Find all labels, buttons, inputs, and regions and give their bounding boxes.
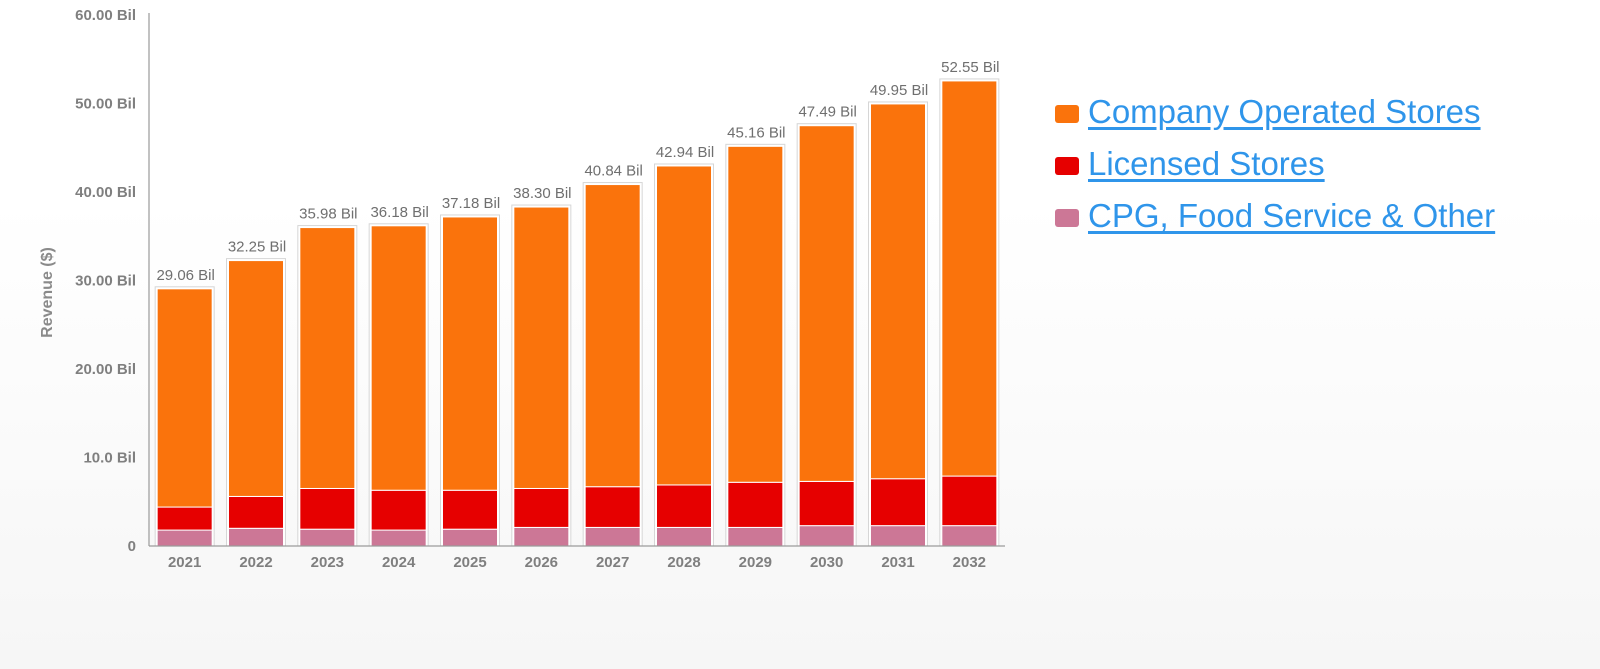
x-tick-label: 2030: [810, 554, 843, 571]
bar-segment-cpg-food-service-other: [656, 526, 712, 547]
bar-segment-company-operated-stores: [798, 125, 855, 482]
bar-segment-cpg-food-service-other: [228, 527, 284, 547]
legend-item-company-operated-stores[interactable]: Company Operated Stores: [1055, 86, 1495, 138]
legend-label-cpg-food-service-other[interactable]: CPG, Food Service & Other: [1088, 197, 1496, 234]
x-tick-label: 2025: [453, 554, 486, 571]
bar-segment-licensed-stores: [870, 478, 926, 527]
total-label: 29.06 Bil: [156, 267, 214, 284]
bar-segment-company-operated-stores: [941, 80, 998, 477]
y-tick-label: 30.00 Bil: [75, 273, 136, 290]
total-label: 32.25 Bil: [228, 239, 286, 256]
bar-segment-cpg-food-service-other: [442, 528, 498, 547]
bar-segment-licensed-stores: [727, 481, 784, 528]
bar-segment-company-operated-stores: [727, 145, 784, 483]
bar-segment-licensed-stores: [513, 487, 570, 528]
bar-segment-licensed-stores: [228, 495, 284, 529]
x-tick-label: 2028: [667, 554, 700, 571]
bar-segment-licensed-stores: [798, 480, 855, 527]
y-tick-label: 20.00 Bil: [75, 361, 136, 378]
x-tick-label: 2026: [525, 554, 558, 571]
bar-segment-company-operated-stores: [870, 103, 926, 480]
bar-segment-licensed-stores: [442, 489, 498, 530]
x-tick-label: 2021: [168, 554, 201, 571]
x-tick-label: 2023: [311, 554, 344, 571]
bar-segment-cpg-food-service-other: [156, 529, 213, 547]
bar-segment-company-operated-stores: [442, 216, 498, 491]
bar-segment-cpg-food-service-other: [513, 526, 570, 547]
bar-segment-licensed-stores: [299, 487, 356, 530]
total-label: 38.30 Bil: [513, 185, 571, 202]
total-label: 40.84 Bil: [584, 163, 642, 180]
bar-segment-cpg-food-service-other: [727, 526, 784, 547]
x-tick-label: 2024: [382, 554, 416, 571]
y-tick-label: 50.00 Bil: [75, 96, 136, 113]
bar-segment-company-operated-stores: [656, 165, 712, 486]
chart-area: Revenue ($) 0 10.0 Bil 20.00 Bil 30.00 Bil 40…: [39, 7, 1005, 571]
total-label: 45.16 Bil: [727, 124, 785, 141]
y-tick-label: 0: [128, 538, 136, 555]
bar-segment-licensed-stores: [156, 506, 213, 531]
bar-segment-company-operated-stores: [513, 206, 570, 489]
total-label: 35.98 Bil: [299, 206, 357, 223]
bar-segment-cpg-food-service-other: [798, 525, 855, 547]
total-label: 36.18 Bil: [370, 204, 428, 221]
revenue-stacked-bar-chart: Revenue ($) 0 10.0 Bil 20.00 Bil 30.00 Bil 40…: [39, 7, 1005, 571]
bar-segment-licensed-stores: [656, 484, 712, 528]
bar-segment-company-operated-stores: [299, 227, 356, 489]
bar-segment-licensed-stores: [941, 475, 998, 527]
total-label: 52.55 Bil: [941, 59, 999, 76]
bar-segment-company-operated-stores: [156, 288, 213, 508]
bar-segment-licensed-stores: [370, 489, 427, 531]
bar-segment-cpg-food-service-other: [941, 525, 998, 547]
bar-segment-company-operated-stores: [584, 184, 641, 488]
total-label: 37.18 Bil: [442, 195, 500, 212]
x-tick-label: 2027: [596, 554, 629, 571]
bar-segment-company-operated-stores: [228, 260, 284, 497]
bar-segment-cpg-food-service-other: [299, 528, 356, 547]
legend-label-company-operated-stores[interactable]: Company Operated Stores: [1088, 93, 1481, 130]
x-tick-label: 2032: [953, 554, 986, 571]
legend-swatch-company-operated-stores: [1055, 105, 1079, 123]
legend-label-licensed-stores[interactable]: Licensed Stores: [1088, 145, 1325, 182]
x-tick-label: 2029: [739, 554, 772, 571]
x-tick-label: 2022: [239, 554, 272, 571]
y-tick-label: 10.0 Bil: [83, 450, 136, 467]
bar-segment-cpg-food-service-other: [370, 529, 427, 547]
y-axis-title: Revenue ($): [39, 247, 56, 338]
total-label: 42.94 Bil: [656, 144, 714, 161]
x-tick-label: 2031: [881, 554, 914, 571]
bar-segment-cpg-food-service-other: [584, 526, 641, 547]
legend-item-cpg-food-service-other[interactable]: CPG, Food Service & Other: [1055, 190, 1495, 242]
legend-swatch-licensed-stores: [1055, 157, 1079, 175]
y-tick-label: 40.00 Bil: [75, 184, 136, 201]
legend-item-licensed-stores[interactable]: Licensed Stores: [1055, 138, 1495, 190]
y-tick-label: 60.00 Bil: [75, 7, 136, 24]
total-label: 49.95 Bil: [870, 82, 928, 99]
bar-segment-cpg-food-service-other: [870, 525, 926, 547]
legend-swatch-cpg-food-service-other: [1055, 209, 1079, 227]
bar-segment-licensed-stores: [584, 486, 641, 528]
legend: Company Operated Stores Licensed Stores …: [1055, 86, 1495, 242]
total-label: 47.49 Bil: [798, 104, 856, 121]
bar-segment-company-operated-stores: [370, 225, 427, 491]
